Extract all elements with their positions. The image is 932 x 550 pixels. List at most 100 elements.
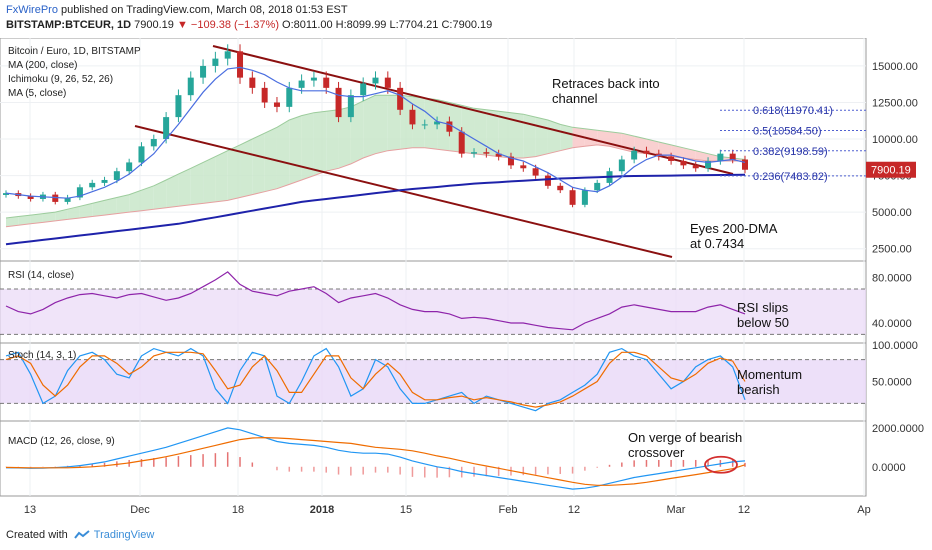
annotation-stoch-2: bearish — [737, 382, 780, 397]
chart-header: FxWirePro published on TradingView.com, … — [0, 0, 932, 38]
macd-title: MACD (12, 26, close, 9) — [8, 436, 115, 447]
ichimoku-cloud-segment — [326, 109, 339, 172]
ichimoku-cloud-segment — [79, 203, 93, 218]
ichimoku-cloud-segment — [387, 95, 401, 151]
stoch-d-line — [5, 351, 746, 408]
ichimoku-cloud-segment — [424, 98, 438, 150]
candle — [212, 58, 219, 66]
candle — [89, 182, 96, 188]
fib-level-label: 0.5(10584.50) — [753, 125, 822, 137]
price-change: ▼ −109.38 (−1.37%) — [176, 19, 279, 31]
candle — [458, 131, 465, 154]
publisher-line: FxWirePro published on TradingView.com, … — [6, 3, 926, 18]
main-title: Bitcoin / Euro, 1D, BITSTAMP — [8, 46, 141, 57]
candle — [544, 175, 551, 186]
annotation-stoch-1: Momentum — [737, 367, 802, 382]
ichimoku-cloud-segment — [363, 95, 376, 159]
annotation-retraces-2: channel — [552, 91, 598, 106]
price-pane: 0.618(11970.41) 0.5(10584.50) 0.382(9198.5… — [3, 44, 866, 258]
ichimoku-cloud-segment — [523, 114, 536, 159]
rsi-y-tick: 80.0000 — [872, 273, 912, 285]
y-tick-label: 12500.00 — [872, 97, 918, 109]
axes: 13 Dec 18 2018 15 Feb 12 Mar 12 Ap 15000.00 12500.0… — [24, 61, 924, 516]
ichimoku-cloud-segment — [634, 136, 647, 154]
tradingview-text: TradingView — [93, 529, 155, 541]
ichimoku-cloud-segment — [178, 168, 191, 207]
candle — [409, 109, 416, 125]
ichimoku-cloud-segment — [18, 215, 31, 226]
ichimoku-cloud-segment — [6, 216, 19, 227]
candle — [692, 165, 699, 169]
annotation-macd-2: crossover — [628, 445, 685, 460]
fib-level-label: 0.618(11970.41) — [753, 105, 833, 117]
candle — [520, 165, 527, 169]
y-tick-label: 10000.00 — [872, 134, 918, 146]
ichimoku-cloud-segment — [350, 101, 364, 164]
indicator-ichimoku: Ichimoku (9, 26, 52, 26) — [8, 74, 113, 85]
chart-area[interactable]: 0.618(11970.41) 0.5(10584.50) 0.382(9198.5… — [0, 38, 932, 520]
x-tick-label: 12 — [738, 504, 750, 516]
stoch-y-tick: 100.0000 — [872, 340, 918, 352]
ichimoku-cloud-segment — [560, 124, 573, 151]
ma5-line — [5, 66, 746, 199]
ichimoku-cloud-segment — [535, 117, 548, 157]
ichimoku-cloud-segment — [510, 112, 524, 159]
candle — [569, 190, 576, 205]
x-tick-label: 13 — [24, 504, 36, 516]
candle — [742, 159, 748, 170]
stoch-pane — [0, 347, 866, 412]
candle — [594, 182, 601, 191]
candle — [138, 146, 145, 163]
candle — [532, 168, 539, 176]
signal-line — [5, 436, 746, 486]
candle — [471, 152, 478, 154]
rsi-title: RSI (14, close) — [8, 270, 74, 281]
candle — [668, 156, 675, 161]
candle — [372, 77, 379, 84]
ichimoku-cloud-segment — [572, 127, 585, 148]
cloud-span-a — [5, 94, 746, 219]
ichimoku-cloud-segment — [129, 190, 142, 213]
candle — [421, 124, 428, 126]
candle — [705, 160, 712, 169]
ichimoku-cloud-segment — [240, 139, 253, 198]
annotation-macd-1: On verge of bearish — [628, 430, 742, 445]
ichimoku-cloud-segment — [658, 141, 672, 157]
candle — [27, 196, 34, 199]
candle — [335, 87, 342, 118]
pane-frame — [0, 420, 867, 497]
cloud-span-b — [5, 144, 745, 228]
candle — [384, 77, 391, 88]
ichimoku-cloud-segment — [289, 115, 302, 185]
crossover-highlight-circle — [704, 455, 738, 474]
candle — [249, 77, 256, 88]
ichimoku-cloud-segment — [67, 206, 80, 220]
ichimoku-cloud-segment — [215, 150, 228, 202]
ichimoku-cloud-segment — [276, 120, 290, 189]
candle — [360, 83, 367, 96]
indicator-ma5: MA (5, close) — [8, 88, 66, 99]
candle — [64, 197, 71, 202]
published-text: published on TradingView.com, March 08, … — [57, 4, 348, 16]
candle — [298, 80, 305, 88]
brand-name[interactable]: FxWirePro — [6, 4, 58, 16]
x-tick-label: Dec — [130, 504, 150, 516]
ichimoku-cloud-segment — [646, 139, 659, 156]
candle — [347, 95, 354, 118]
macd-y-tick: 0.0000 — [872, 462, 906, 474]
candle — [3, 193, 9, 195]
annotation-rsi-2: below 50 — [737, 315, 789, 330]
stoch-band — [0, 359, 866, 404]
annotation-rsi-1: RSI slips — [737, 300, 789, 315]
candle — [224, 51, 231, 59]
candle — [581, 190, 588, 205]
tradingview-link[interactable]: TradingView — [73, 529, 155, 541]
ichimoku-cloud-segment — [55, 209, 68, 221]
ichimoku-cloud-segment — [683, 147, 696, 160]
ichimoku-cloud-segment — [42, 212, 56, 223]
candle — [101, 179, 108, 183]
y-tick-label: 15000.00 — [872, 61, 918, 73]
x-tick-label: 18 — [232, 504, 244, 516]
pane-labels: Bitcoin / Euro, 1D, BITSTAMP MA (200, cl… — [8, 46, 802, 460]
ichimoku-cloud-segment — [437, 99, 450, 151]
